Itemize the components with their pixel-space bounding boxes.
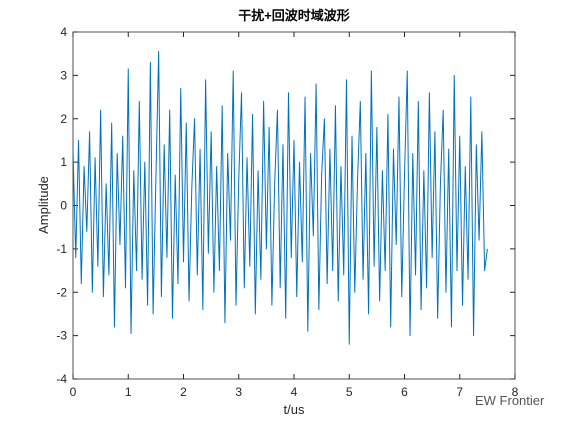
y-tick-label: 3 xyxy=(60,68,67,82)
y-tick-label: 0 xyxy=(60,199,67,213)
x-tick-label: 0 xyxy=(70,385,77,399)
x-tick-label: 2 xyxy=(180,385,187,399)
x-tick-label: 6 xyxy=(401,385,408,399)
watermark: EW Frontier xyxy=(475,393,545,408)
x-tick-label: 8 xyxy=(512,385,519,399)
x-tick-label: 7 xyxy=(456,385,463,399)
x-axis-label: t/us xyxy=(284,402,305,417)
x-tick-label: 1 xyxy=(125,385,132,399)
y-tick-label: -3 xyxy=(56,329,67,343)
y-tick-label: 4 xyxy=(60,25,67,39)
x-tick-label: 3 xyxy=(235,385,242,399)
y-axis-label: Amplitude xyxy=(36,176,51,234)
y-tick-label: -1 xyxy=(56,242,67,256)
y-tick-label: 1 xyxy=(60,155,67,169)
y-tick-label: 2 xyxy=(60,112,67,126)
y-tick-label: -4 xyxy=(56,372,67,386)
line-series xyxy=(72,51,488,345)
x-tick-label: 5 xyxy=(346,385,353,399)
x-tick-label: 4 xyxy=(291,385,298,399)
y-tick-label: -2 xyxy=(56,285,67,299)
chart-title: 干扰+回波时域波形 xyxy=(238,8,350,23)
